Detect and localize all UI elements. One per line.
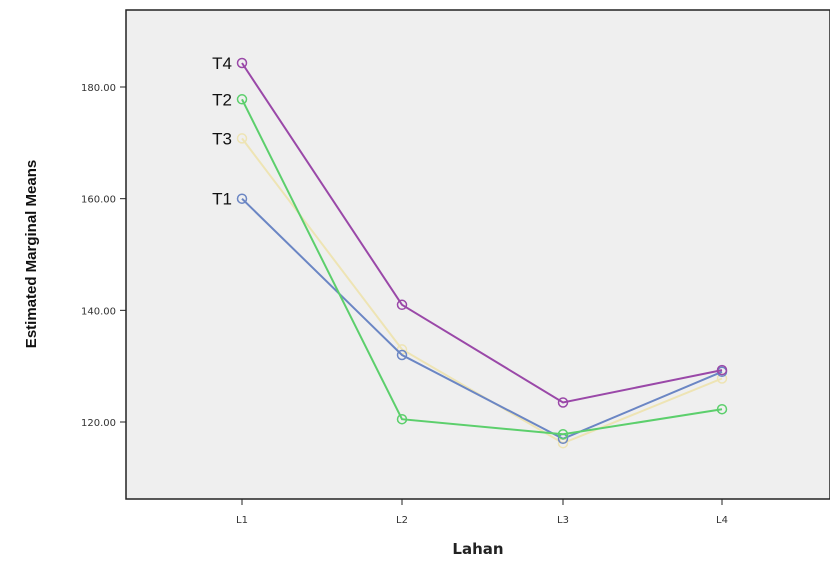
y-tick-label: 120.00 — [81, 418, 116, 429]
y-tick-label: 180.00 — [81, 83, 116, 94]
x-tick-label: L1 — [236, 515, 248, 526]
series-label-t4: T4 — [212, 54, 232, 73]
y-tick-label: 160.00 — [81, 195, 116, 206]
series-label-t3: T3 — [212, 129, 232, 148]
y-axis-title: Estimated Marginal Means — [23, 160, 40, 348]
series-label-t2: T2 — [212, 90, 232, 109]
series-label-t1: T1 — [212, 190, 232, 209]
x-tick-label: L2 — [396, 515, 408, 526]
y-tick-label: 140.00 — [81, 306, 116, 317]
x-axis: L1 L2 L3 L4 — [236, 499, 728, 526]
x-axis-title: Lahan — [452, 540, 503, 558]
y-axis: 120.00 140.00 160.00 180.00 — [81, 83, 126, 429]
x-tick-label: L3 — [557, 515, 569, 526]
x-tick-label: L4 — [716, 515, 728, 526]
